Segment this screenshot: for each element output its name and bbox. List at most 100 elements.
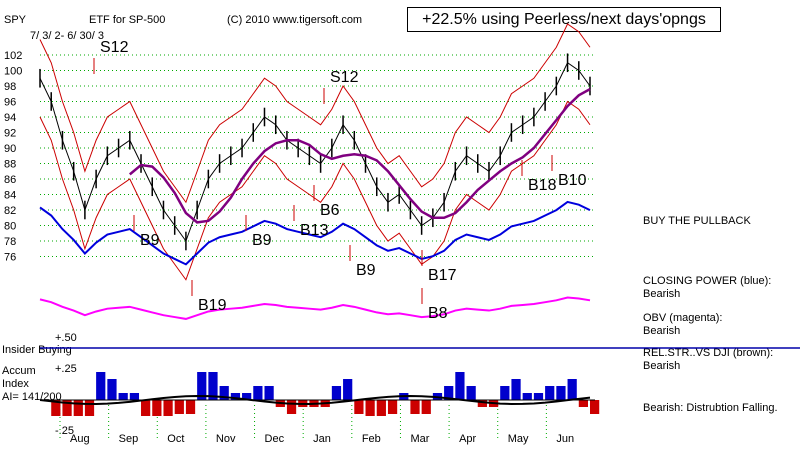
- accum-bar: [197, 372, 207, 400]
- accum-bar: [567, 379, 577, 400]
- closing-power-status: Bearish: [643, 288, 681, 300]
- y-tick-label: 80: [4, 221, 16, 233]
- y-tick-label: 96: [4, 97, 16, 109]
- month-label: Sep: [119, 433, 139, 445]
- accum-bar: [421, 400, 431, 414]
- distribution-label: Bearish: Distrubtion Falling.: [643, 402, 778, 414]
- accum-bar: [343, 379, 353, 400]
- accum-bar: [387, 400, 398, 414]
- accum-bar: [141, 400, 151, 416]
- signal-label: B8: [428, 305, 448, 322]
- accum-bar: [500, 386, 510, 400]
- accum-bar: [163, 400, 173, 416]
- accum-bar: [578, 400, 588, 407]
- accum-bar: [242, 393, 252, 400]
- closing-power-line: [39, 200, 591, 266]
- accum-bar: [466, 386, 476, 400]
- accum-bar: [96, 372, 106, 400]
- signal-label: S12: [100, 39, 129, 56]
- y-tick-label: 92: [4, 128, 16, 140]
- copyright-label: (C) 2010 www.tigersoft.com: [227, 14, 363, 26]
- buy-pullback-label: BUY THE PULLBACK: [643, 215, 751, 227]
- accum-title-line1: Accum: [2, 365, 36, 377]
- moving-average: [128, 88, 591, 224]
- performance-banner: +22.5% using Peerless/next days'opngs: [407, 7, 721, 32]
- accum-bar: [522, 393, 532, 400]
- etf-label: ETF for SP-500: [89, 14, 166, 26]
- accum-plus50-label: +.50: [55, 332, 77, 344]
- y-tick-label: 98: [4, 81, 16, 93]
- month-label: Mar: [410, 433, 429, 445]
- accum-bar: [230, 393, 241, 400]
- accum-bar: [62, 400, 72, 416]
- symbol-label: SPY: [4, 14, 27, 26]
- accum-bar: [331, 386, 342, 400]
- accum-bar: [533, 393, 544, 400]
- accum-bar: [477, 400, 487, 407]
- accum-bar: [410, 400, 420, 414]
- accum-bar: [556, 386, 566, 400]
- accum-bar: [455, 372, 465, 400]
- obv-line: [39, 296, 591, 320]
- accum-bar: [73, 400, 83, 416]
- rel-str-status: Bearish: [643, 360, 681, 372]
- accum-bar: [174, 400, 184, 414]
- insider-buying-label: Insider Buying: [2, 344, 72, 356]
- lower-band: [39, 100, 591, 281]
- signal-label: B6: [320, 202, 340, 219]
- signal-label: B19: [198, 297, 227, 314]
- accum-bar: [354, 400, 364, 414]
- accum-bar: [545, 386, 555, 400]
- accum-bar: [208, 372, 218, 400]
- accum-bar: [286, 400, 297, 414]
- month-label: Dec: [265, 433, 285, 445]
- accum-bar: [152, 400, 162, 416]
- month-label: Jun: [556, 433, 574, 445]
- accum-title-line2: Index: [2, 378, 29, 390]
- y-tick-label: 100: [4, 66, 22, 78]
- month-label: May: [508, 433, 529, 445]
- signal-label: S12: [330, 69, 359, 86]
- y-tick-label: 78: [4, 236, 16, 248]
- accum-bar: [590, 400, 600, 414]
- accum-bar: [444, 386, 454, 400]
- signal-label: B18: [528, 177, 557, 194]
- accum-bar: [51, 400, 61, 416]
- accum-bar: [376, 400, 386, 416]
- signal-label: B13: [300, 222, 329, 239]
- upper-band: [39, 23, 591, 204]
- accum-bar: [511, 379, 521, 400]
- month-label: Jan: [313, 433, 331, 445]
- signal-label: B17: [428, 267, 457, 284]
- rel-str-label: REL.STR..VS DJI (brown):: [643, 347, 774, 359]
- accum-upper-tick: +.25: [55, 363, 77, 375]
- date-range-label: 7/ 3/ 2- 6/ 30/ 3: [30, 30, 104, 42]
- accum-bar: [84, 400, 95, 416]
- price-line: [39, 62, 591, 243]
- month-label: Nov: [216, 433, 236, 445]
- y-tick-label: 102: [4, 50, 22, 62]
- signal-label: B9: [356, 262, 376, 279]
- accum-bar: [185, 400, 196, 414]
- y-tick-label: 94: [4, 112, 16, 124]
- accum-bar: [365, 400, 375, 416]
- signal-label: B10: [558, 172, 587, 189]
- y-tick-label: 76: [4, 252, 16, 264]
- y-tick-label: 90: [4, 143, 16, 155]
- y-tick-label: 86: [4, 174, 16, 186]
- accum-bar: [118, 393, 128, 400]
- y-tick-label: 82: [4, 205, 16, 217]
- signal-label: B9: [252, 232, 272, 249]
- y-tick-label: 88: [4, 159, 16, 171]
- rel-strength-line: [39, 394, 591, 405]
- closing-power-label: CLOSING POWER (blue):: [643, 275, 772, 287]
- accum-bar: [264, 386, 274, 400]
- accum-bar: [253, 386, 263, 400]
- month-label: Oct: [167, 433, 184, 445]
- month-label: Apr: [459, 433, 476, 445]
- y-tick-label: 84: [4, 190, 16, 202]
- obv-label: OBV (magenta):: [643, 312, 723, 324]
- accum-bar: [129, 393, 140, 400]
- obv-status: Bearish: [643, 325, 681, 337]
